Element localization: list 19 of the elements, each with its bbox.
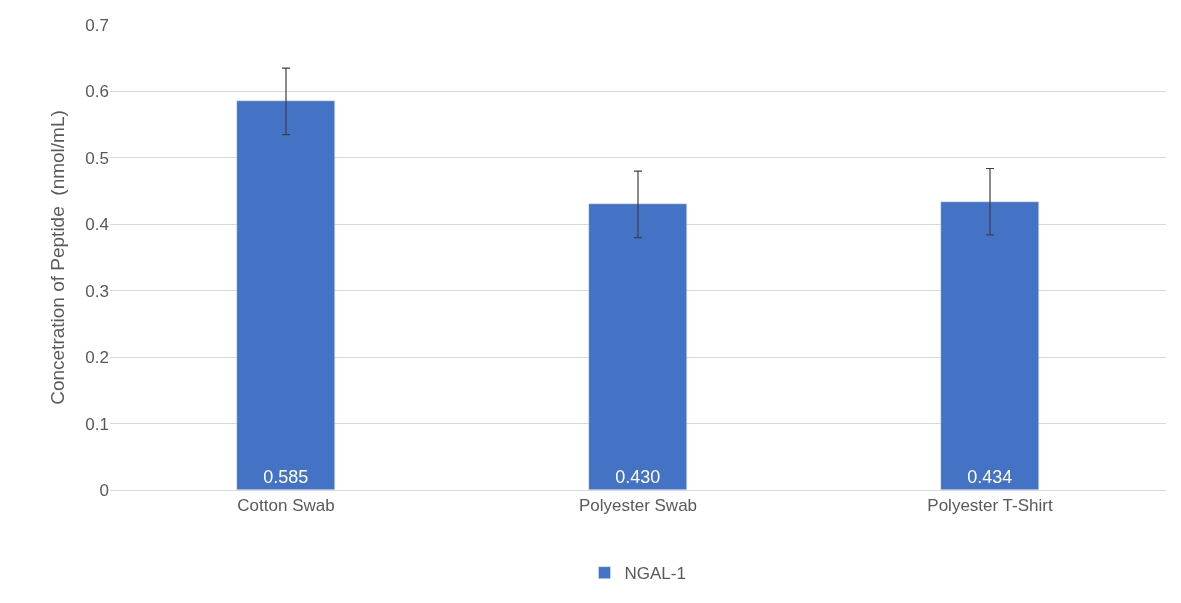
x-tick-label: Polyester T-Shirt: [927, 496, 1053, 516]
y-tick-label: 0.1: [85, 414, 109, 434]
y-tick-label: 0.4: [85, 215, 109, 235]
x-tick-label: Cotton Swab: [237, 496, 335, 516]
bar: [236, 100, 335, 490]
y-tick-label: 0.2: [85, 348, 109, 368]
y-tick-label: 0.6: [85, 82, 109, 102]
bar: [588, 203, 687, 490]
data-label: 0.585: [263, 466, 309, 487]
y-tick-label: 0.5: [85, 148, 109, 168]
x-tick-label: Polyester Swab: [578, 496, 698, 516]
legend-label: NGAL-1: [624, 564, 686, 584]
y-tick-label: 0: [99, 480, 109, 500]
data-label: 0.434: [967, 466, 1013, 487]
y-tick-label: 0.7: [85, 15, 109, 35]
y-axis-title: Concetration of Peptide (nmol/mL): [47, 110, 69, 405]
y-tick-label: 0.3: [85, 281, 109, 301]
bar: [940, 201, 1039, 490]
data-label: 0.430: [615, 466, 661, 487]
